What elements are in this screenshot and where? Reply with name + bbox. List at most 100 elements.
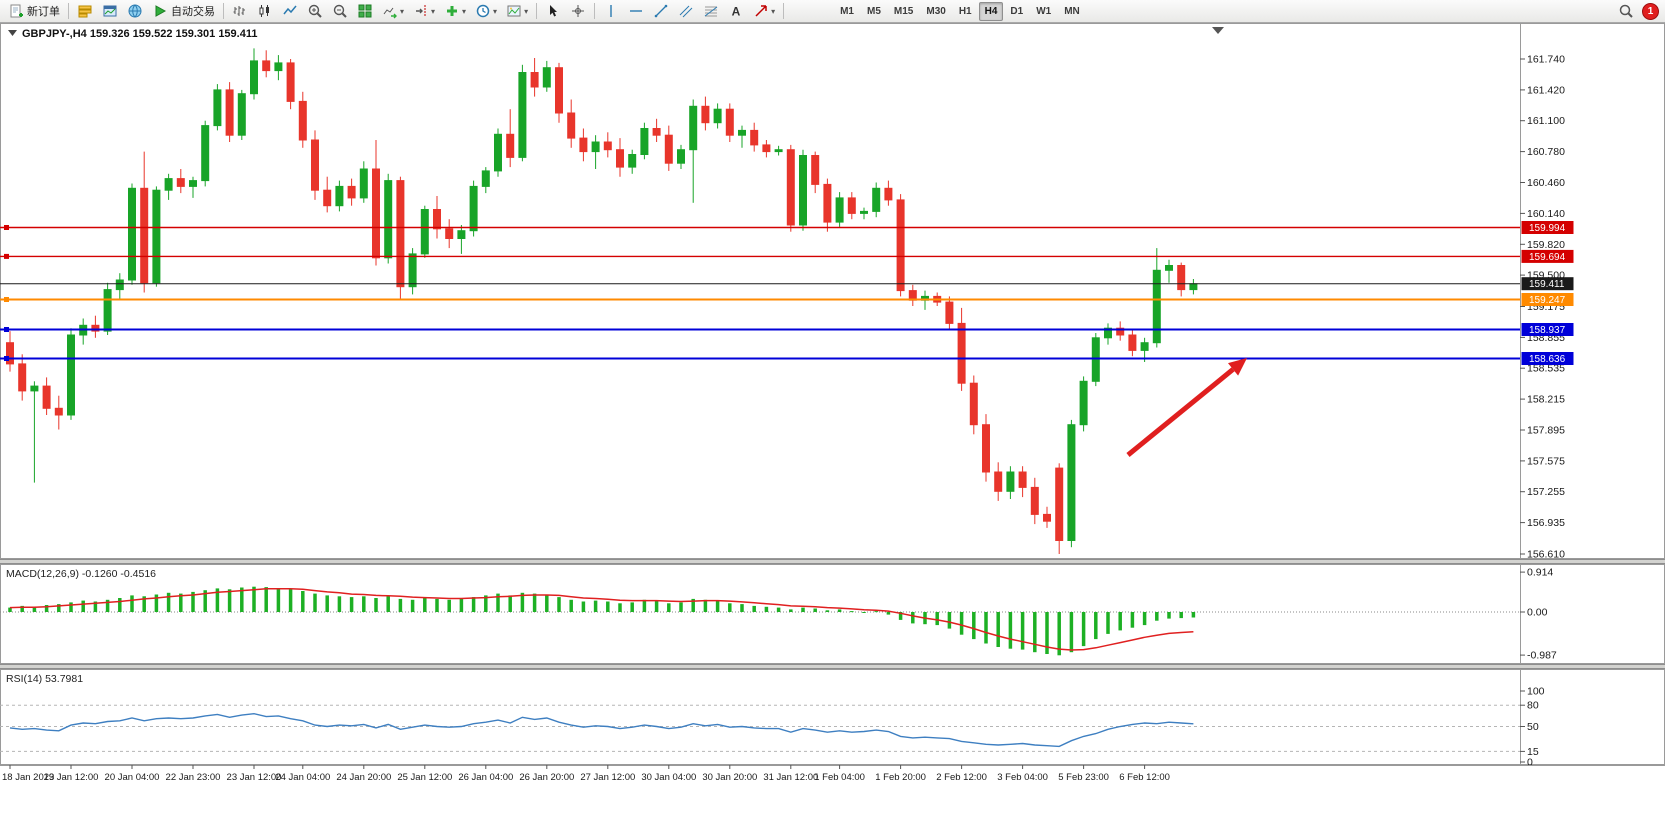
- arrows-button[interactable]: ▾: [749, 1, 779, 22]
- new-order-icon: [10, 4, 23, 18]
- auto-scroll-button[interactable]: ▾: [378, 1, 408, 22]
- dropdown-caret: ▾: [431, 6, 436, 16]
- autotrading-label: 自动交易: [171, 6, 215, 18]
- zoom-in-icon: [308, 4, 322, 18]
- market-watch-icon: [103, 5, 117, 17]
- crosshair-button[interactable]: [566, 1, 590, 22]
- svg-text:27 Jan 12:00: 27 Jan 12:00: [580, 772, 635, 783]
- svg-text:158.636: 158.636: [1529, 354, 1566, 365]
- svg-text:156.935: 156.935: [1527, 517, 1565, 529]
- bar-chart-button[interactable]: [228, 1, 252, 22]
- chart-shift-marker[interactable]: [1212, 27, 1224, 34]
- svg-text:A: A: [732, 5, 741, 19]
- timeframe-H1[interactable]: H1: [958, 5, 972, 17]
- svg-text:100: 100: [1527, 686, 1545, 698]
- panel-splitter[interactable]: [0, 559, 1665, 564]
- svg-text:1 Feb 20:00: 1 Feb 20:00: [875, 772, 926, 783]
- svg-text:159.694: 159.694: [1529, 252, 1566, 263]
- price-badge: 159.411: [1521, 277, 1574, 291]
- svg-text:20 Jan 04:00: 20 Jan 04:00: [105, 772, 160, 783]
- svg-text:159.411: 159.411: [1529, 279, 1565, 290]
- line-chart-button[interactable]: [278, 1, 302, 22]
- indicators-button[interactable]: ▾: [440, 1, 470, 22]
- notification-badge[interactable]: 1: [1642, 2, 1659, 20]
- cursor-button[interactable]: [541, 1, 565, 22]
- autotrading-play-icon: [155, 5, 167, 17]
- dropdown-caret: ▾: [462, 6, 467, 16]
- autotrading-button[interactable]: 自动交易: [148, 1, 219, 22]
- svg-text:26 Jan 04:00: 26 Jan 04:00: [458, 772, 513, 783]
- zoom-in-button[interactable]: [303, 1, 327, 22]
- main-chart[interactable]: 161.740 161.420 161.100 160.780 160.460 160.1…: [0, 23, 1665, 559]
- macd-panel[interactable]: 0.914 0.00 -0.987 MACD(12,26,9) -0.1260 -0.…: [0, 564, 1665, 664]
- svg-text:159.994: 159.994: [1529, 223, 1566, 234]
- vertical-line-button[interactable]: [599, 1, 623, 22]
- horizontal-lines[interactable]: [0, 225, 1520, 361]
- timeframe-M5[interactable]: M5: [867, 5, 881, 17]
- timeframe-M15[interactable]: M15: [893, 5, 914, 17]
- channel-button[interactable]: [674, 1, 698, 22]
- templates-button[interactable]: ▾: [502, 1, 532, 22]
- svg-text:160.460: 160.460: [1527, 177, 1565, 189]
- candlestick-chart-button[interactable]: [253, 1, 277, 22]
- svg-text:50: 50: [1527, 721, 1539, 733]
- add-indicator-icon: [447, 6, 458, 16]
- svg-text:80: 80: [1527, 700, 1539, 712]
- timeframe-W1[interactable]: W1: [1036, 5, 1052, 17]
- timeframe-D1[interactable]: D1: [1010, 5, 1024, 17]
- text-button[interactable]: A: [724, 1, 748, 22]
- clock-icon: [476, 4, 490, 18]
- fibonacci-button[interactable]: [699, 1, 723, 22]
- profiles-button[interactable]: [73, 1, 97, 22]
- price-badge: 159.994: [1521, 221, 1574, 234]
- svg-text:157.895: 157.895: [1527, 425, 1565, 437]
- bar-chart-icon: [233, 6, 245, 16]
- fibonacci-icon: [704, 6, 718, 17]
- candlestick-chart-icon: [259, 5, 269, 17]
- svg-text:159.247: 159.247: [1529, 295, 1566, 306]
- svg-text:158.535: 158.535: [1527, 363, 1565, 375]
- arrow-annotation[interactable]: [1126, 358, 1247, 457]
- timeframe-M30[interactable]: M30: [926, 5, 946, 17]
- rsi-panel[interactable]: 100 80 50 150 RSI(14) 53.7981: [0, 669, 1665, 765]
- price-axis[interactable]: 161.740 161.420 161.100 160.780 160.460 160.1…: [1520, 54, 1565, 560]
- panel-splitter[interactable]: [0, 664, 1665, 669]
- trendline-button[interactable]: [649, 1, 673, 22]
- timeframe-H4[interactable]: H4: [978, 1, 1004, 21]
- market-watch-button[interactable]: [98, 1, 122, 22]
- periods-button[interactable]: ▾: [471, 1, 501, 22]
- navigator-button[interactable]: [123, 1, 147, 22]
- template-image-icon: [507, 5, 521, 17]
- search-button[interactable]: [1614, 1, 1638, 22]
- macd-label: MACD(12,26,9) -0.1260 -0.4516: [6, 568, 156, 580]
- svg-text:15: 15: [1527, 746, 1539, 758]
- dropdown-caret: ▾: [493, 6, 498, 16]
- timeframe-MN[interactable]: MN: [1064, 5, 1080, 17]
- tile-windows-button[interactable]: [353, 1, 377, 22]
- cursor-icon: [550, 5, 558, 17]
- svg-text:156.610: 156.610: [1527, 549, 1565, 560]
- price-badge: 159.247: [1521, 293, 1574, 306]
- line-chart-icon: [283, 5, 297, 15]
- candles: [6, 48, 1198, 554]
- svg-text:30 Jan 20:00: 30 Jan 20:00: [702, 772, 757, 783]
- svg-text:157.255: 157.255: [1527, 486, 1565, 498]
- timeframe-M1[interactable]: M1: [840, 5, 854, 17]
- vertical-line-icon: [610, 5, 612, 17]
- search-icon: [1619, 4, 1633, 18]
- svg-text:160.140: 160.140: [1527, 208, 1565, 220]
- bottom-filler: [0, 789, 1665, 835]
- svg-text:1 Feb 04:00: 1 Feb 04:00: [814, 772, 865, 783]
- chart-shift-button[interactable]: ▾: [409, 1, 439, 22]
- svg-text:0.914: 0.914: [1527, 567, 1553, 579]
- svg-text:2 Feb 12:00: 2 Feb 12:00: [936, 772, 987, 783]
- zoom-out-button[interactable]: [328, 1, 352, 22]
- svg-text:160.780: 160.780: [1527, 146, 1565, 158]
- svg-text:26 Jan 20:00: 26 Jan 20:00: [519, 772, 574, 783]
- new-order-label: 新订单: [27, 6, 60, 18]
- new-order-button[interactable]: 新订单: [4, 1, 64, 22]
- trendline-icon: [654, 4, 668, 18]
- horizontal-line-button[interactable]: [624, 1, 648, 22]
